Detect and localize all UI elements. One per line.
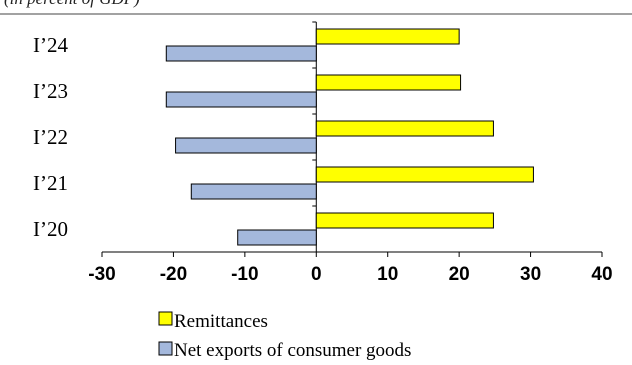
chart-caption: (in percent of GDP) xyxy=(4,0,140,8)
bar-net-exports xyxy=(175,137,317,154)
x-tick-label: 40 xyxy=(591,264,612,285)
bar-remittances xyxy=(315,166,534,183)
y-tick-label: I’20 xyxy=(33,217,68,241)
bar-remittances xyxy=(315,74,462,91)
bar-remittances xyxy=(315,212,494,229)
x-tick-label: -20 xyxy=(160,264,187,285)
bar-remittances xyxy=(315,120,494,137)
bar-net-exports xyxy=(165,45,317,62)
plot-area: -30 -20 -10 0 10 20 30 40 I’24 I’23 I’22 I’21 I’20 xyxy=(33,21,613,285)
x-tick-label: 0 xyxy=(311,264,322,285)
x-tick-label: -30 xyxy=(88,264,115,285)
y-tick-label: I’23 xyxy=(33,79,68,103)
y-tick-label: I’21 xyxy=(33,171,68,195)
bar-remittances xyxy=(315,28,460,45)
legend-swatch-remittances xyxy=(158,311,173,326)
legend-label-net-exports: Net exports of consumer goods xyxy=(174,340,411,361)
bar-net-exports xyxy=(237,229,317,246)
x-tick-label: 10 xyxy=(377,264,398,285)
x-tick-label: 30 xyxy=(520,264,541,285)
legend: Remittances Net exports of consumer good… xyxy=(158,311,411,361)
y-tick-label: I’24 xyxy=(33,33,68,57)
legend-swatch-net-exports xyxy=(158,341,173,356)
y-tick-label: I’22 xyxy=(33,125,68,149)
bar-net-exports xyxy=(190,183,317,200)
legend-label-remittances: Remittances xyxy=(174,311,268,332)
bar-net-exports xyxy=(165,91,317,108)
x-tick-label: 20 xyxy=(449,264,470,285)
x-tick-label: -10 xyxy=(231,264,258,285)
